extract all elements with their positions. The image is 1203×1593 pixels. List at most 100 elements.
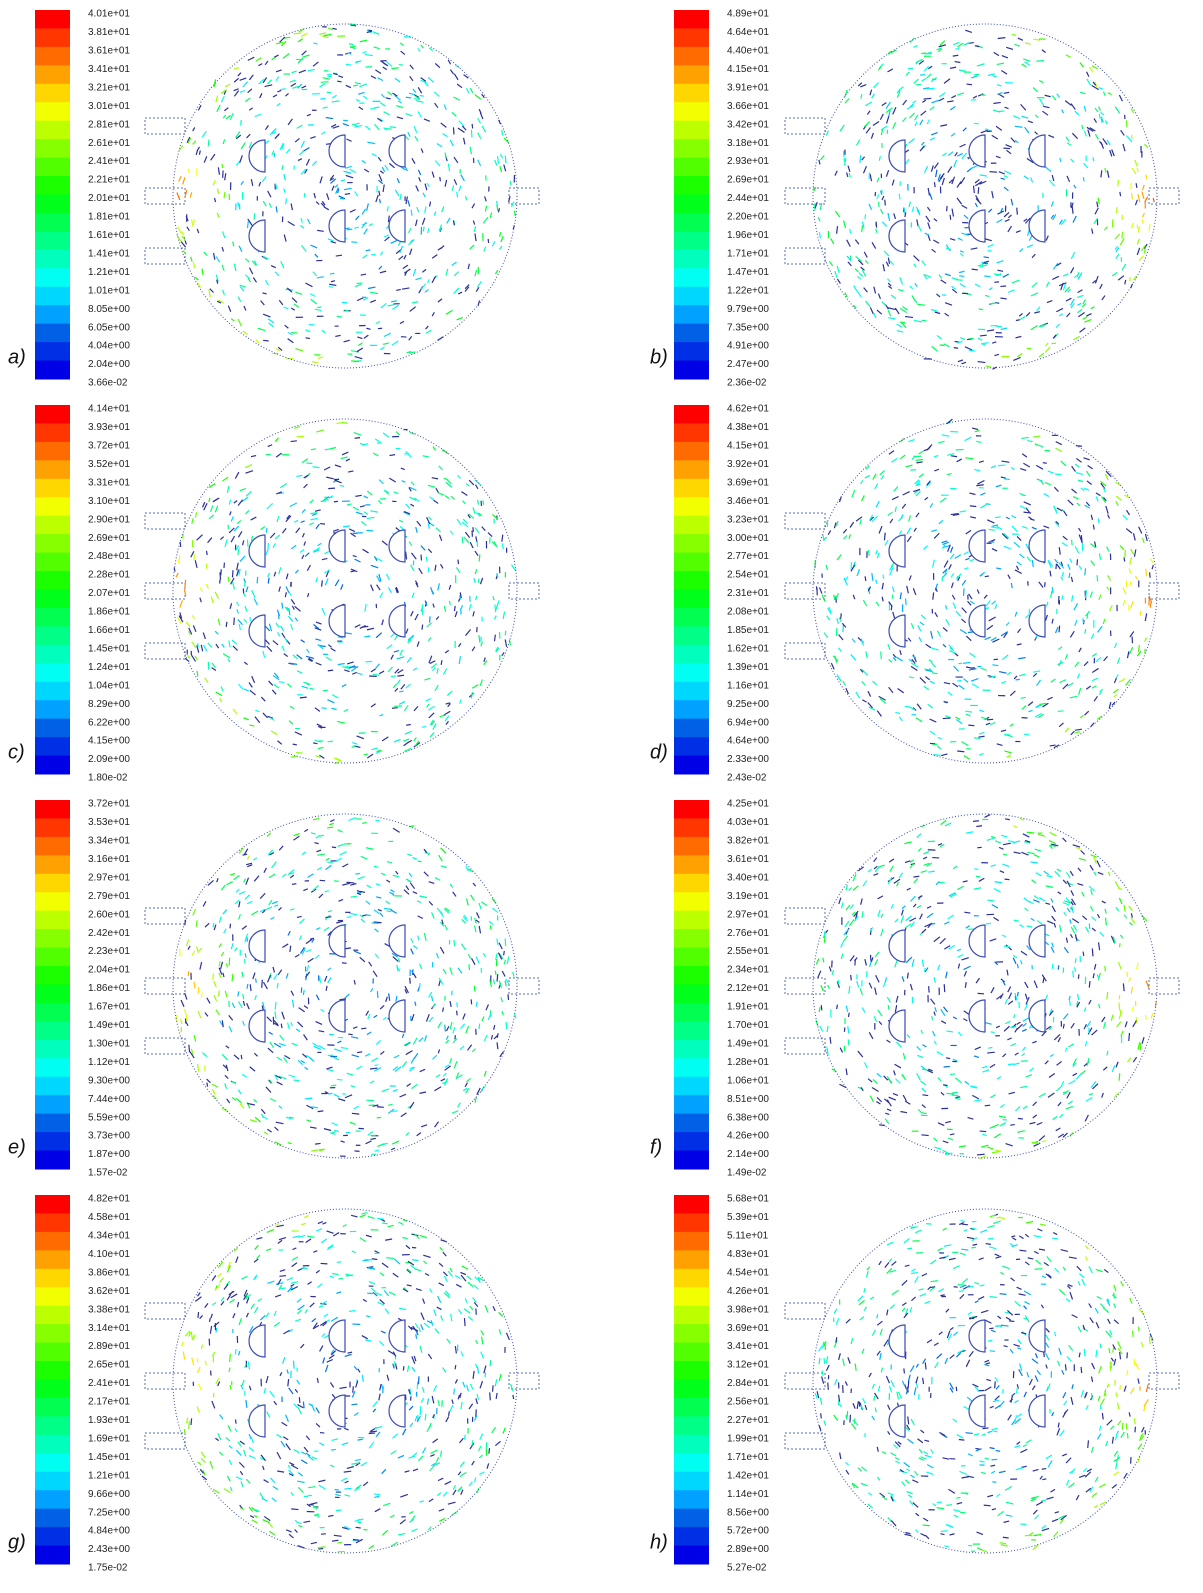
velocity-vector bbox=[185, 658, 189, 661]
velocity-vector bbox=[987, 520, 994, 523]
velocity-vector bbox=[279, 567, 281, 574]
baffle bbox=[889, 220, 905, 252]
velocity-vector bbox=[991, 466, 996, 468]
velocity-vector bbox=[1058, 892, 1061, 894]
velocity-vector bbox=[276, 1122, 284, 1124]
velocity-vector bbox=[477, 1488, 479, 1493]
velocity-vector bbox=[258, 328, 265, 330]
velocity-vector bbox=[446, 1026, 449, 1031]
velocity-vector bbox=[416, 220, 418, 226]
velocity-vector bbox=[310, 1303, 315, 1307]
velocity-vector bbox=[406, 886, 409, 890]
velocity-vector bbox=[226, 963, 227, 967]
velocity-vector bbox=[1097, 914, 1099, 918]
velocity-vector bbox=[863, 166, 866, 173]
velocity-vector bbox=[380, 171, 383, 174]
velocity-vector bbox=[1064, 947, 1068, 953]
velocity-vector bbox=[363, 298, 368, 301]
velocity-vector bbox=[444, 1276, 447, 1282]
velocity-vector bbox=[829, 261, 832, 266]
velocity-vector bbox=[392, 1141, 399, 1144]
velocity-vector bbox=[269, 323, 274, 327]
velocity-vector bbox=[1123, 144, 1125, 151]
velocity-vector bbox=[1015, 570, 1022, 574]
velocity-vector bbox=[1068, 289, 1071, 292]
velocity-vector bbox=[438, 583, 440, 590]
velocity-vector bbox=[827, 1047, 828, 1052]
velocity-vector bbox=[291, 624, 293, 630]
colorbar-block bbox=[35, 361, 70, 380]
colorbar-label: 2.33e+00 bbox=[727, 754, 769, 765]
velocity-vector bbox=[995, 1150, 1002, 1152]
velocity-vector bbox=[1131, 987, 1132, 994]
velocity-vector bbox=[219, 1452, 223, 1455]
velocity-vector bbox=[355, 495, 361, 496]
colorbar-label: 2.97e+01 bbox=[88, 872, 130, 883]
velocity-vector bbox=[275, 272, 279, 276]
velocity-vector bbox=[1095, 134, 1098, 139]
colorbar-label: 6.05e+00 bbox=[88, 322, 130, 333]
velocity-vector bbox=[351, 667, 357, 671]
velocity-vector bbox=[255, 995, 257, 1000]
velocity-vector bbox=[248, 57, 254, 60]
velocity-vector bbox=[423, 227, 424, 232]
baffle bbox=[889, 1010, 905, 1042]
velocity-vector bbox=[364, 169, 369, 172]
velocity-vector bbox=[295, 606, 301, 611]
velocity-vector bbox=[992, 76, 996, 77]
velocity-vector bbox=[247, 221, 248, 228]
velocity-vector bbox=[234, 89, 239, 91]
velocity-vector bbox=[445, 716, 448, 721]
velocity-vector bbox=[1032, 880, 1036, 883]
velocity-vector bbox=[237, 609, 239, 613]
velocity-vector bbox=[1098, 872, 1103, 874]
velocity-vector bbox=[306, 949, 311, 951]
velocity-vector bbox=[414, 706, 418, 710]
velocity-vector bbox=[364, 229, 367, 235]
velocity-vector bbox=[472, 958, 476, 964]
velocity-vector bbox=[1023, 59, 1030, 61]
velocity-vector bbox=[1032, 1041, 1036, 1043]
velocity-vector bbox=[910, 860, 913, 863]
velocity-vector bbox=[943, 1085, 948, 1086]
velocity-vector bbox=[412, 858, 416, 860]
velocity-vector bbox=[1028, 121, 1033, 123]
velocity-vector bbox=[405, 167, 407, 171]
velocity-vector bbox=[882, 583, 883, 590]
velocity-vector bbox=[1071, 267, 1074, 273]
velocity-vector bbox=[907, 888, 911, 890]
velocity-vector bbox=[1067, 313, 1070, 317]
velocity-vector bbox=[900, 650, 901, 655]
velocity-vector bbox=[865, 122, 870, 127]
velocity-vector bbox=[323, 78, 330, 80]
velocity-vector bbox=[277, 741, 281, 745]
velocity-vector bbox=[269, 874, 275, 878]
velocity-vector bbox=[930, 193, 932, 200]
velocity-vector bbox=[1099, 595, 1101, 600]
velocity-vector bbox=[223, 115, 225, 118]
velocity-vector bbox=[453, 1485, 455, 1489]
velocity-vector bbox=[401, 51, 405, 54]
velocity-vector bbox=[1145, 638, 1147, 642]
colorbar-block bbox=[35, 305, 70, 324]
velocity-vector bbox=[202, 269, 203, 275]
velocity-vector bbox=[976, 485, 983, 486]
velocity-vector bbox=[288, 616, 292, 621]
velocity-vector bbox=[502, 535, 503, 542]
velocity-vector bbox=[1048, 135, 1054, 137]
velocity-vector bbox=[294, 33, 302, 34]
velocity-vector bbox=[869, 204, 872, 210]
velocity-vector bbox=[913, 256, 919, 261]
velocity-vector bbox=[934, 182, 935, 187]
velocity-vector bbox=[975, 430, 980, 431]
velocity-vector bbox=[288, 1023, 290, 1029]
velocity-vector bbox=[1021, 437, 1029, 438]
velocity-vector bbox=[331, 242, 336, 243]
velocity-vector bbox=[429, 517, 432, 520]
velocity-vector bbox=[226, 882, 232, 885]
velocity-vector bbox=[324, 467, 330, 470]
velocity-vector bbox=[1040, 325, 1046, 326]
velocity-vector bbox=[914, 79, 919, 83]
velocity-vector bbox=[1001, 730, 1006, 731]
velocity-vector bbox=[1016, 336, 1022, 337]
